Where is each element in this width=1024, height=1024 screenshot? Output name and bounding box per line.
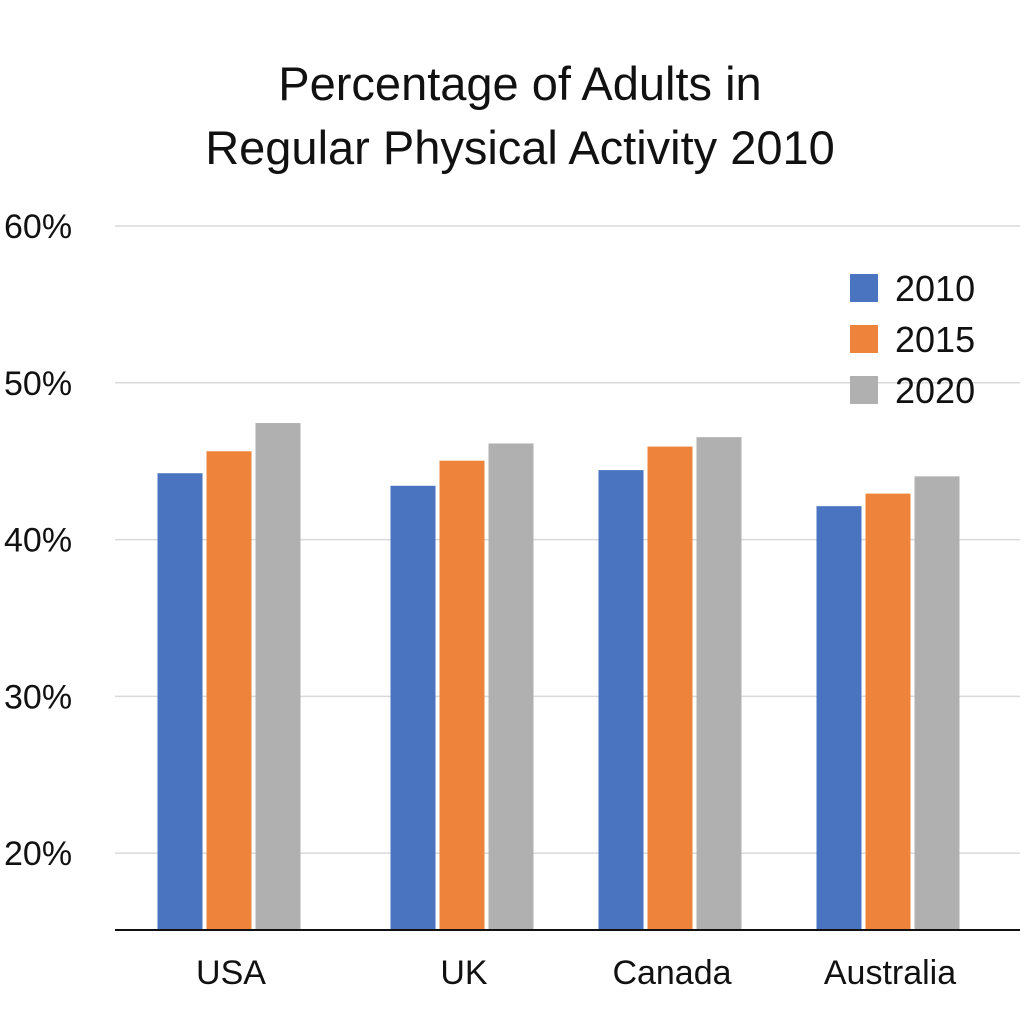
y-tick-label: 30% [4,678,72,716]
x-tick-label: UK [440,954,488,992]
x-tick-label: Canada [612,954,731,992]
bar-canada-2015 [647,446,693,931]
bar-australia-2015 [865,493,911,931]
y-tick-label: 20% [4,835,72,873]
chart-title: Percentage of Adults in Regular Physical… [0,52,1024,180]
bar-australia-2010 [816,506,862,931]
bar-usa-2010 [157,473,203,931]
y-tick-label: 40% [4,522,72,560]
bar-uk-2010 [390,485,436,931]
legend-label-2020: 2020 [895,370,975,411]
bar-canada-2020 [696,437,742,931]
legend-swatch-2010 [850,274,878,302]
legend-swatch-2015 [850,325,878,353]
legend-swatch-2020 [850,376,878,404]
chart-title-line-2: Regular Physical Activity 2010 [205,121,835,174]
x-tick-label: Australia [824,954,956,992]
y-tick-label: 50% [4,365,72,403]
bar-usa-2020 [255,423,301,931]
x-tick-label: USA [196,954,266,992]
bar-canada-2010 [598,470,644,931]
legend-label-2010: 2010 [895,268,975,309]
chart-title-line-1: Percentage of Adults in [278,57,762,110]
legend-label-2015: 2015 [895,319,975,360]
bar-uk-2020 [488,443,534,931]
y-tick-label: 60% [4,208,72,246]
bar-australia-2020 [914,476,960,931]
bar-uk-2015 [439,460,485,931]
bar-usa-2015 [206,451,252,931]
